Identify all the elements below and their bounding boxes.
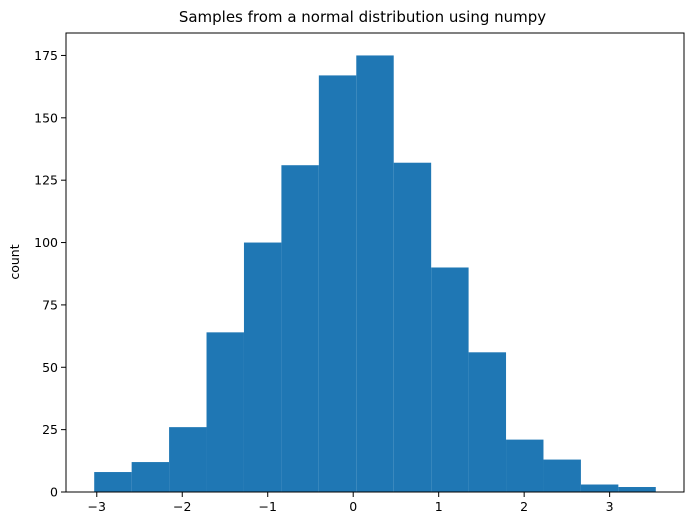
y-tick-label: 50 [42, 360, 58, 375]
y-tick-label: 75 [42, 297, 58, 312]
bars-group [94, 55, 656, 493]
y-tick-label: 25 [42, 422, 58, 437]
x-tick-label: −2 [173, 499, 191, 514]
histogram-bar [94, 472, 132, 492]
histogram-bar [431, 267, 469, 492]
y-tick-label: 125 [34, 173, 58, 188]
x-tick-label: 1 [435, 499, 443, 514]
histogram-bar [506, 439, 544, 492]
x-tick-label: −3 [88, 499, 106, 514]
axes-group: −3 −2 −1 0 1 2 3 0 25 50 75 100 125 150 175 [34, 32, 685, 514]
y-axis-label: count [7, 244, 22, 279]
histogram-bar [131, 462, 170, 492]
histogram-bar [169, 427, 207, 492]
histogram-bar [281, 165, 319, 492]
y-tick-label: 0 [50, 485, 58, 500]
histogram-bar [318, 75, 357, 493]
plot-frame [65, 32, 685, 493]
histogram-bar [393, 162, 432, 492]
histogram-bar [243, 242, 282, 492]
histogram-bar [468, 352, 507, 492]
x-tick-label: 2 [520, 499, 528, 514]
histogram-bar [580, 484, 619, 492]
x-tick-label: −1 [259, 499, 277, 514]
y-tick-label: 100 [34, 235, 58, 250]
histogram-bar [543, 459, 581, 492]
y-tick-label: 175 [34, 48, 58, 63]
y-tick-label: 150 [34, 110, 58, 125]
histogram-bar [206, 332, 244, 492]
histogram-bar [618, 487, 656, 492]
histogram-bar [356, 55, 394, 493]
chart-title: Samples from a normal distribution using… [179, 8, 546, 26]
x-tick-label: 0 [349, 499, 357, 514]
x-tick-label: 3 [606, 499, 614, 514]
